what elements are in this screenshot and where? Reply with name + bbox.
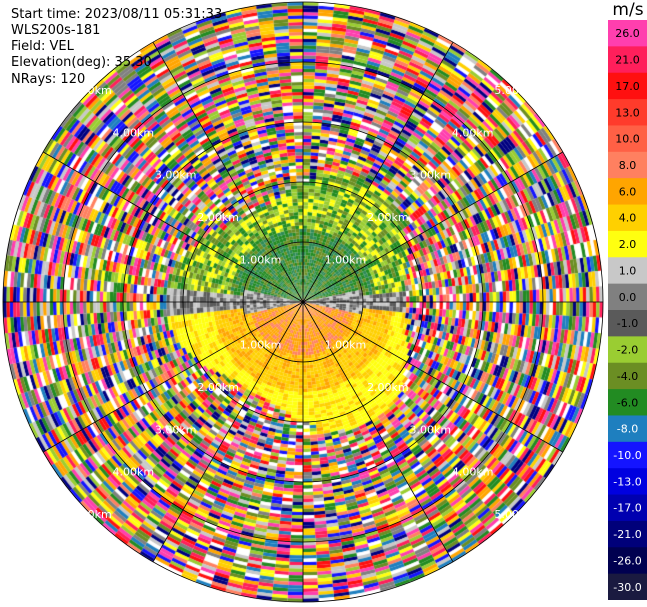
- ring-label: 2.00km: [197, 381, 239, 394]
- colorbar-swatch: [608, 441, 647, 469]
- colorbar-swatch: [608, 125, 647, 153]
- ring-label: 3.00km: [409, 423, 451, 436]
- colorbar-swatch: [608, 283, 647, 311]
- colorbar-tick-label: -1.0: [617, 317, 638, 330]
- ring-label: 2.00km: [367, 211, 409, 224]
- colorbar-swatch: [608, 151, 647, 179]
- colorbar-tick-label: -4.0: [617, 370, 638, 383]
- colorbar-tick-label: -6.0: [617, 396, 638, 409]
- colorbar-unit: m/s: [612, 0, 644, 20]
- azimuth-spoke: [302, 41, 454, 303]
- azimuth-spoke: [302, 301, 564, 453]
- ring-label: 2.00km: [197, 211, 239, 224]
- colorbar-swatch: [608, 230, 647, 258]
- azimuth-spoke: [42, 151, 304, 303]
- ring-label: 4.00km: [113, 126, 155, 139]
- ring-label: 2.00km: [367, 381, 409, 394]
- colorbar-tick-label: 13.0: [615, 106, 640, 119]
- ring-label: 5.00km: [494, 84, 536, 97]
- colorbar-swatch: [608, 72, 647, 100]
- colorbar-swatch: [608, 362, 647, 390]
- instrument-label: WLS200s-181: [11, 23, 101, 38]
- ring-label: 5.00km: [70, 84, 112, 97]
- ring-label: 5.00km: [70, 508, 112, 521]
- colorbar-swatch: [608, 389, 647, 416]
- colorbar-tick-label: -13.0: [613, 475, 641, 488]
- ring-label: 1.00km: [325, 254, 367, 267]
- colorbar-tick-label: -26.0: [613, 554, 641, 567]
- colorbar-tick-label: -10.0: [613, 449, 641, 462]
- colorbar-swatch: [608, 99, 647, 126]
- ring-label: 4.00km: [113, 466, 155, 479]
- colorbar-swatch: [608, 310, 647, 337]
- ring-label: 4.00km: [452, 466, 494, 479]
- azimuth-spoke: [152, 41, 304, 303]
- ring-label: 1.00km: [240, 338, 282, 351]
- colorbar-tick-label: 6.0: [619, 185, 637, 198]
- colorbar-tick-label: 0.0: [619, 291, 637, 304]
- colorbar-swatch: [608, 20, 647, 47]
- ring-label: 4.00km: [452, 126, 494, 139]
- azimuth-spoke: [302, 301, 454, 563]
- colorbar-tick-label: -8.0: [617, 423, 638, 436]
- elevation-label: Elevation(deg): 35.30: [11, 55, 152, 70]
- colorbar-swatch: [608, 178, 647, 206]
- azimuth-spoke: [152, 301, 304, 563]
- ring-label: 3.00km: [155, 423, 197, 436]
- colorbar-swatch: [608, 257, 647, 285]
- colorbar-swatch: [608, 336, 647, 364]
- colorbar-tick-label: -17.0: [613, 502, 641, 515]
- colorbar-tick-label: -30.0: [613, 581, 641, 594]
- nrays-label: NRays: 120: [11, 72, 86, 87]
- colorbar-swatch: [608, 468, 647, 496]
- azimuth-spoke: [42, 301, 304, 453]
- colorbar-swatch: [608, 46, 647, 74]
- colorbar-tick-label: 2.0: [619, 238, 637, 251]
- colorbar-tick-label: 21.0: [615, 54, 640, 67]
- ring-label: 3.00km: [409, 169, 451, 182]
- ring-label: 1.00km: [240, 254, 282, 267]
- colorbar: 26.0 21.0 17.0 13.0 10.0 8.0 6.0 4.0 2.0 1.0 0.0 -1…: [608, 20, 647, 600]
- colorbar-tick-label: -21.0: [613, 528, 641, 541]
- colorbar-swatch: [608, 573, 647, 600]
- start-time-label: Start time: 2023/08/11 05:31:33: [11, 7, 223, 22]
- colorbar-tick-label: 1.0: [619, 264, 637, 277]
- range-ring-overlay: 1.00km 1.00km 1.00km 1.00km 2.00km 2.00km 2.00…: [2, 1, 604, 603]
- colorbar-swatch: [608, 547, 647, 575]
- colorbar-tick-label: 17.0: [615, 80, 640, 93]
- colorbar-swatch: [608, 520, 647, 548]
- colorbar-tick-label: 8.0: [619, 159, 637, 172]
- ring-label: 1.00km: [325, 338, 367, 351]
- ring-label: 3.00km: [155, 169, 197, 182]
- ring-label: 5.00km: [494, 508, 536, 521]
- azimuth-spoke: [302, 151, 564, 303]
- colorbar-tick-label: 26.0: [615, 27, 640, 40]
- field-label: Field: VEL: [11, 39, 74, 54]
- colorbar-swatch: [608, 204, 647, 232]
- colorbar-tick-label: -2.0: [617, 344, 638, 357]
- colorbar-tick-label: 10.0: [615, 133, 640, 146]
- colorbar-swatch: [608, 415, 647, 443]
- colorbar-swatch: [608, 494, 647, 522]
- colorbar-tick-label: 4.0: [619, 212, 637, 225]
